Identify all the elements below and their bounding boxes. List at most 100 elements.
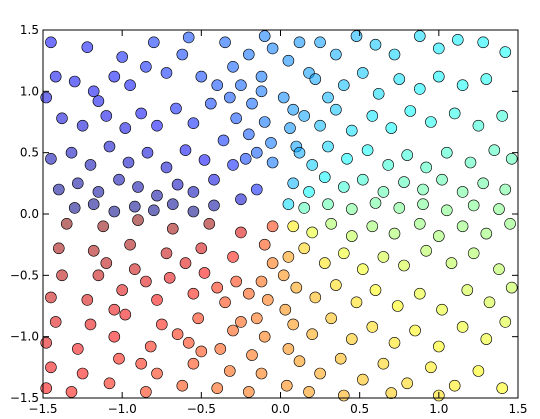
scatter-point [279,303,292,316]
scatter-point [499,183,512,196]
scatter-point [163,271,176,284]
scatter-point [84,318,97,331]
scatter-point [456,79,469,91]
scatter-point [369,284,382,296]
scatter-point [140,61,152,73]
scatter-point [322,198,334,210]
scatter-point [195,70,208,83]
scatter-point [337,79,350,91]
scatter-point [160,161,173,174]
scatter-point [413,218,426,230]
scatter-point [198,154,211,166]
scatter-point [208,199,220,212]
scatter-point [108,205,121,218]
scatter-point [369,38,382,51]
scatter-point [345,124,358,137]
scatter-point [151,294,163,306]
scatter-point [499,316,512,328]
scatter-point [385,387,398,399]
scatter-point [255,85,268,98]
scatter-point [187,186,200,198]
scatter-point [306,328,319,341]
scatter-point [356,67,369,79]
scatter-point [404,105,417,117]
scatter-point [182,31,195,44]
scatter-point [432,70,445,83]
scatter-point [314,36,326,49]
scatter-point [144,340,157,353]
scatter-point [235,316,247,328]
scatter-point [325,218,338,230]
scatter-point [398,259,410,272]
scatter-point [467,247,480,260]
scatter-point [417,198,429,210]
scatter-point [493,263,505,276]
scatter-point [266,156,279,169]
scatter-point [214,343,227,355]
scatter-point [287,103,300,116]
scatter-point [187,357,200,370]
scatter-point [496,110,509,122]
scatter-point [135,357,147,370]
scatter-point [440,146,453,159]
y-tick-label: 0.5 [20,146,39,160]
scatter-point [40,91,53,104]
scatter-point [235,226,247,239]
scatter-point [293,146,306,159]
scatter-point [65,386,78,398]
scatter-point [45,291,57,304]
scatter-point [92,269,105,282]
scatter-point [52,183,65,196]
scatter-point [303,186,315,198]
scatter-point [205,97,217,110]
scatter-point [176,379,189,392]
scatter-point [108,330,121,343]
scatter-point [195,345,208,358]
scatter-point [45,153,57,165]
scatter-point [505,281,518,294]
scatter-point [211,382,223,395]
scatter-point [361,144,374,156]
scatter-point [377,251,390,263]
scatter-point [393,73,406,85]
scatter-point [140,386,152,398]
scatter-point [49,70,62,83]
scatter-point [293,355,306,368]
scatter-point [425,116,437,128]
scatter-point [243,48,255,61]
scatter-point [113,173,125,186]
scatter-point [87,245,100,257]
scatter-point [290,281,303,294]
scatter-point [298,242,311,255]
x-tick-label: 0.0 [271,402,290,416]
scatter-point [388,336,401,349]
scatter-point [108,303,121,316]
scatter-point [417,183,429,196]
scatter-point [160,247,173,260]
scatter-point [366,220,379,233]
scatter-point [108,70,121,83]
scatter-point [282,251,295,263]
scatter-point [239,153,252,165]
scatter-point [100,110,113,122]
scatter-point [103,140,116,153]
y-tick-label: −0.5 [10,268,39,282]
scatter-point [129,200,141,213]
scatter-point [488,144,501,156]
scatter-point [135,107,147,120]
x-tick-label: 1.5 [508,402,527,416]
scatter-point [87,198,100,210]
scatter-point [266,257,279,269]
scatter-point [203,218,216,230]
scatter-point [227,251,239,263]
scatter-point [140,275,152,288]
scatter-point [377,357,390,370]
scatter-point [334,352,347,365]
scatter-point [432,230,445,242]
scatter-point [432,42,445,55]
scatter-point [366,321,379,333]
scatter-point [483,296,496,309]
scatter-point [266,42,279,55]
scatter-point [148,204,160,217]
